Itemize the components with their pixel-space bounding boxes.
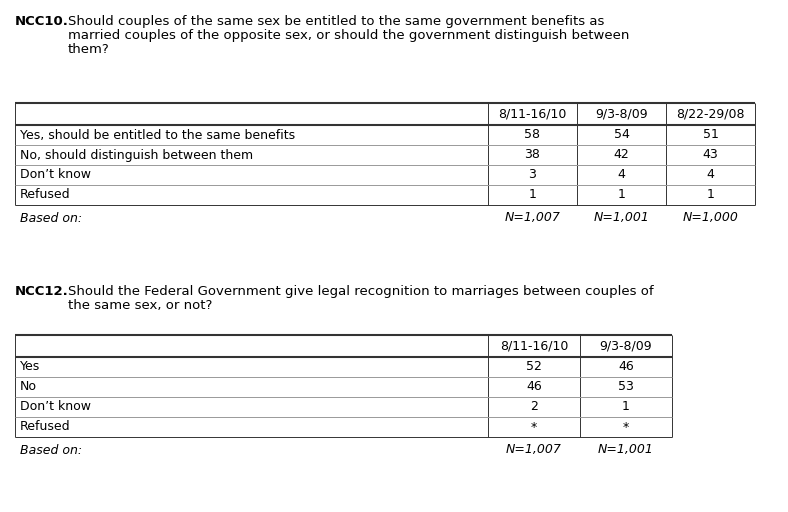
Text: 8/11-16/10: 8/11-16/10 [500, 339, 568, 352]
Text: 4: 4 [618, 168, 626, 181]
Text: 46: 46 [618, 360, 634, 373]
Text: NCC10.: NCC10. [15, 15, 69, 28]
Text: Don’t know: Don’t know [20, 400, 91, 414]
Text: 1: 1 [618, 188, 626, 202]
Text: Should the Federal Government give legal recognition to marriages between couple: Should the Federal Government give legal… [68, 285, 653, 298]
Text: 1: 1 [529, 188, 537, 202]
Text: 58: 58 [525, 129, 541, 141]
Text: 46: 46 [526, 380, 542, 394]
Text: 1: 1 [622, 400, 630, 414]
Text: 8/11-16/10: 8/11-16/10 [498, 108, 567, 120]
Text: Refused: Refused [20, 420, 71, 434]
Text: 43: 43 [703, 148, 719, 161]
Text: the same sex, or not?: the same sex, or not? [68, 299, 213, 312]
Text: N=1,007: N=1,007 [504, 211, 560, 224]
Text: Should couples of the same sex be entitled to the same government benefits as: Should couples of the same sex be entitl… [68, 15, 604, 28]
Text: No, should distinguish between them: No, should distinguish between them [20, 148, 253, 161]
Text: 1: 1 [707, 188, 715, 202]
Text: Don’t know: Don’t know [20, 168, 91, 181]
Text: 54: 54 [614, 129, 630, 141]
Text: them?: them? [68, 43, 110, 56]
Text: 8/22-29/08: 8/22-29/08 [676, 108, 745, 120]
Text: 53: 53 [618, 380, 634, 394]
Text: N=1,001: N=1,001 [593, 211, 649, 224]
Text: 52: 52 [526, 360, 542, 373]
Text: Yes: Yes [20, 360, 40, 373]
Text: Based on:: Based on: [20, 443, 82, 457]
Text: N=1,001: N=1,001 [598, 443, 654, 457]
Text: 9/3-8/09: 9/3-8/09 [595, 108, 648, 120]
Text: *: * [531, 420, 537, 434]
Text: 51: 51 [703, 129, 719, 141]
Text: No: No [20, 380, 37, 394]
Text: 2: 2 [530, 400, 538, 414]
Text: Yes, should be entitled to the same benefits: Yes, should be entitled to the same bene… [20, 129, 295, 141]
Text: 3: 3 [529, 168, 537, 181]
Text: married couples of the opposite sex, or should the government distinguish betwee: married couples of the opposite sex, or … [68, 29, 630, 42]
Text: N=1,007: N=1,007 [506, 443, 562, 457]
Text: 9/3-8/09: 9/3-8/09 [600, 339, 652, 352]
Text: NCC12.: NCC12. [15, 285, 69, 298]
Text: N=1,000: N=1,000 [682, 211, 738, 224]
Text: Based on:: Based on: [20, 211, 82, 224]
Text: 4: 4 [707, 168, 715, 181]
Text: 42: 42 [614, 148, 630, 161]
Text: *: * [623, 420, 629, 434]
Text: Refused: Refused [20, 188, 71, 202]
Text: 38: 38 [525, 148, 541, 161]
